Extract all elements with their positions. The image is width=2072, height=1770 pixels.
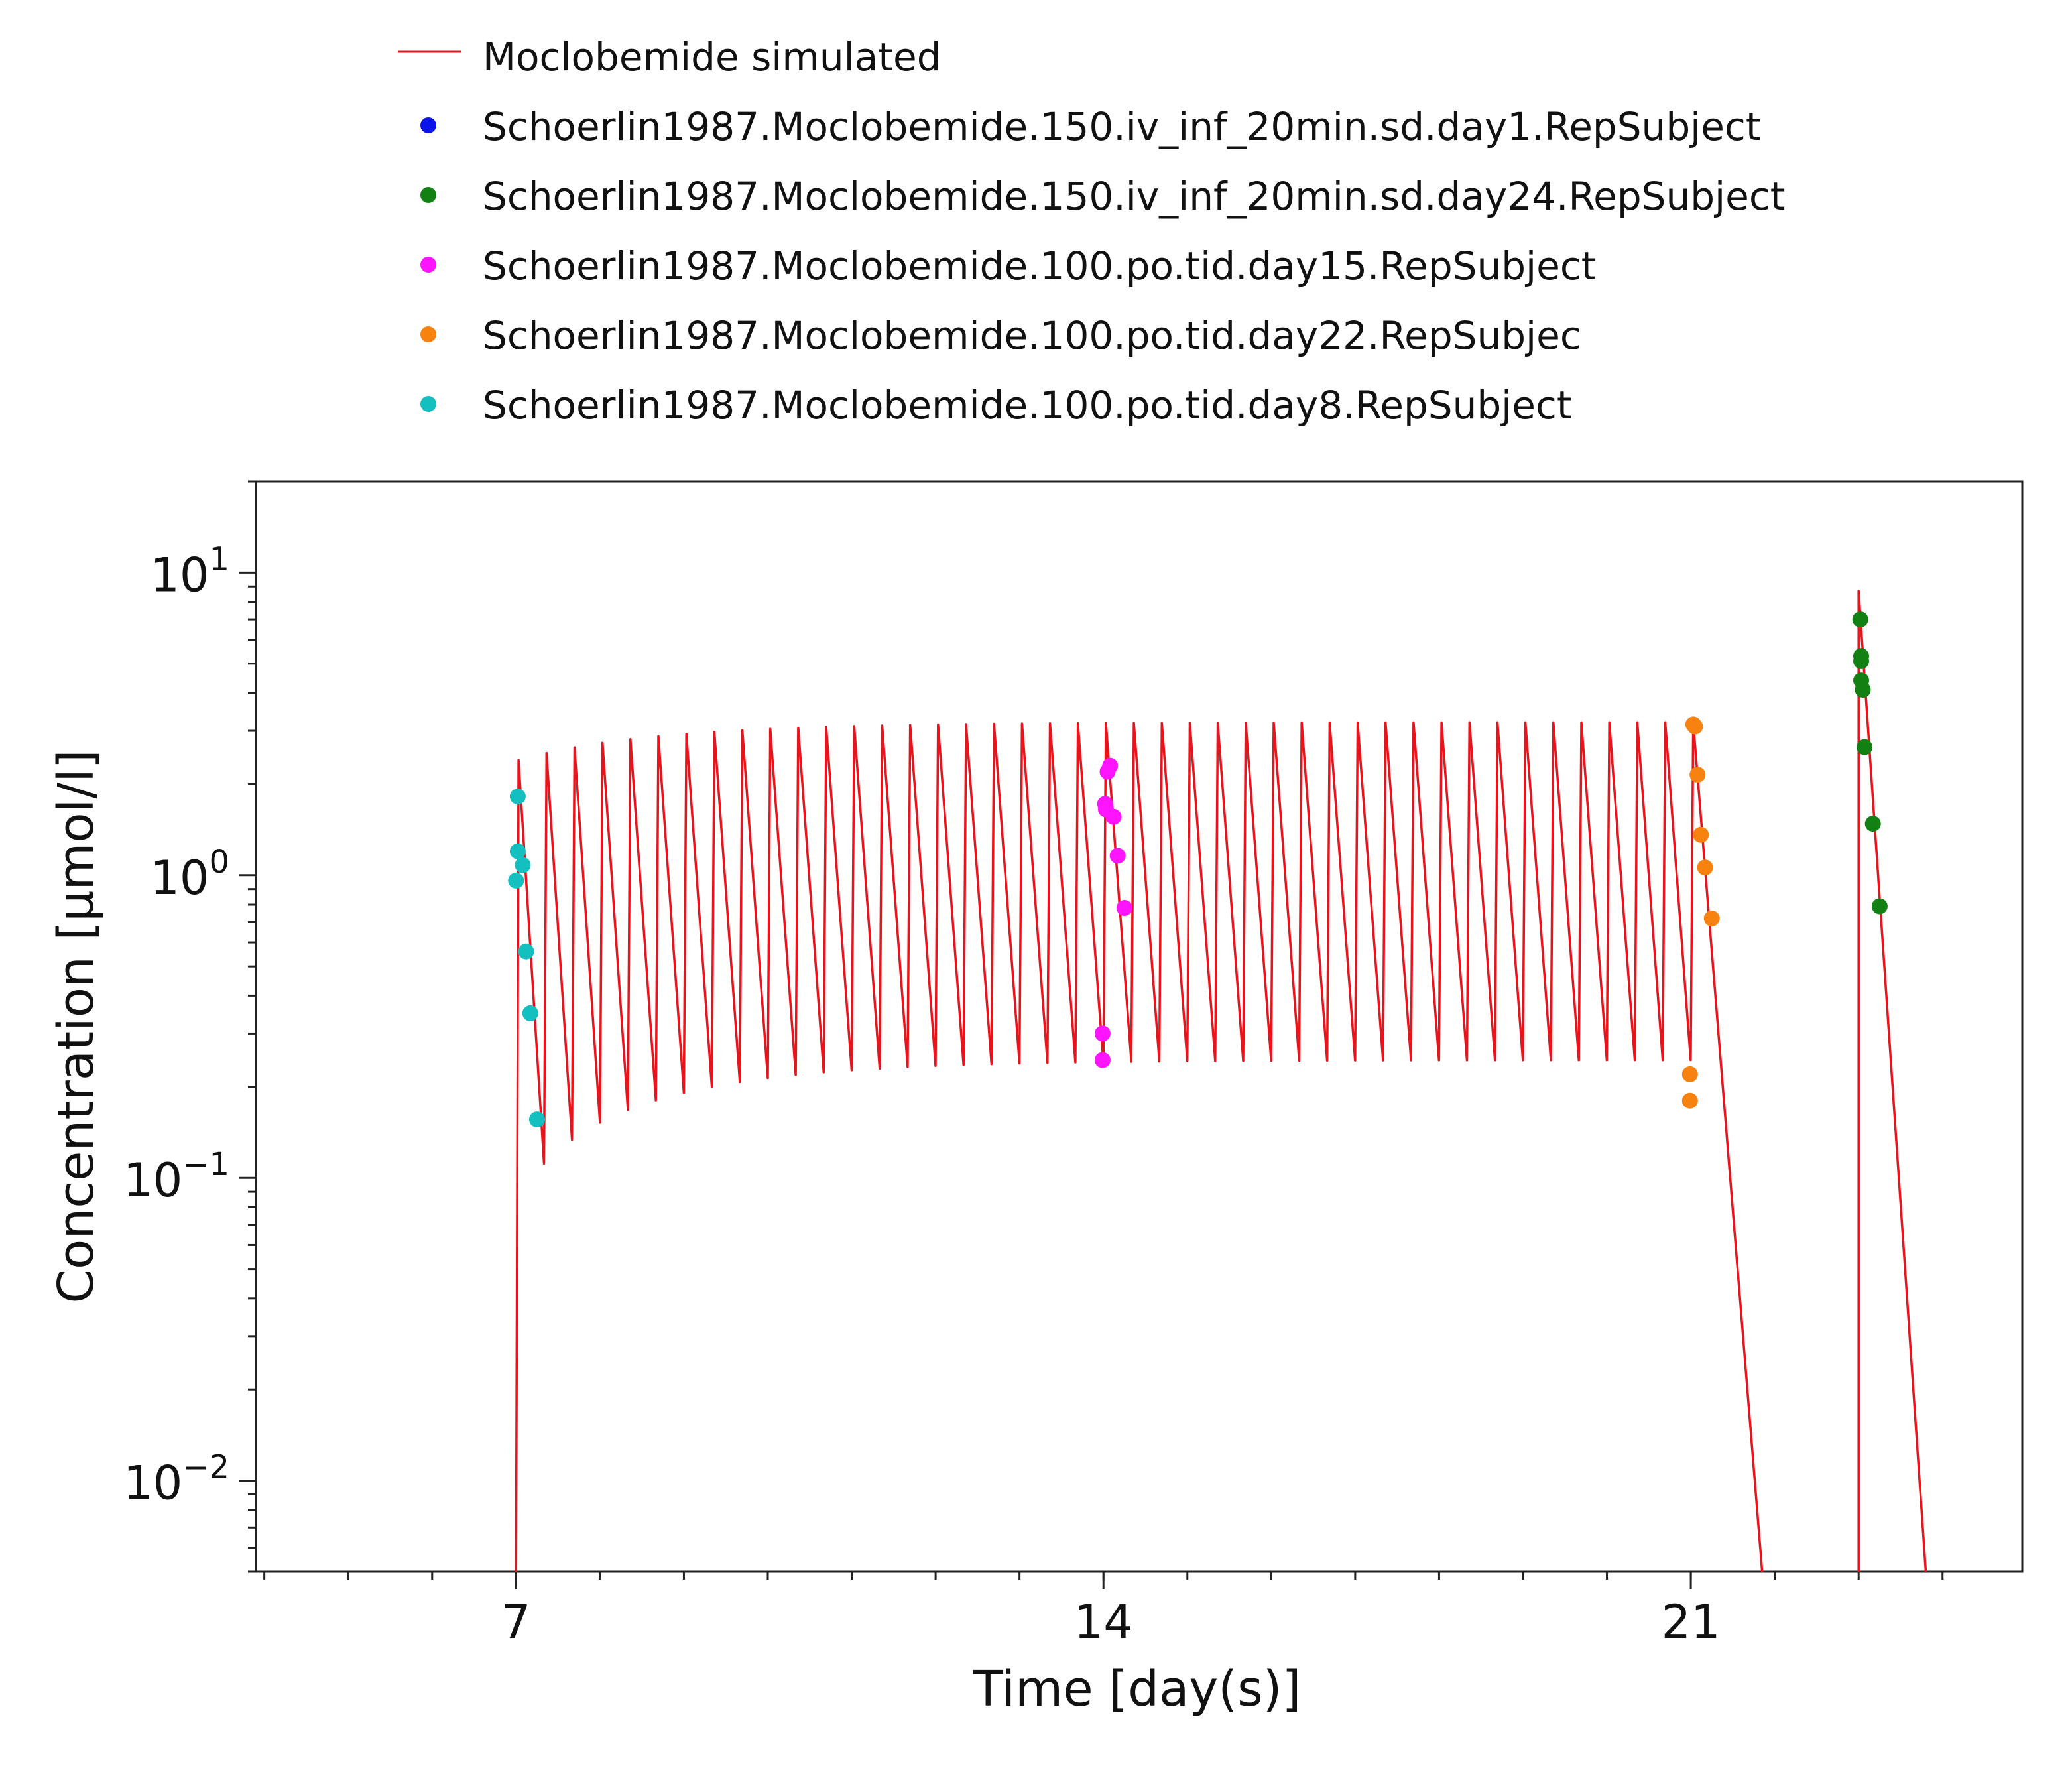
data-point (1855, 682, 1871, 698)
data-point (508, 872, 524, 889)
legend-entry-label: Schoerlin1987.Moclobemide.100.po.tid.day… (483, 313, 1581, 358)
y-tick-label: 10−2 (123, 1449, 229, 1511)
data-point (1693, 826, 1709, 843)
data-point (1102, 757, 1119, 774)
x-axis-title: Time [day(s)] (973, 1661, 1302, 1718)
simulated-layer (515, 590, 1927, 1572)
legend-marker-swatch (420, 326, 436, 342)
y-tick-label: 10−1 (123, 1146, 229, 1208)
data-point (1864, 816, 1881, 832)
legend-marker-swatch (420, 396, 436, 412)
data-point (1094, 1052, 1111, 1068)
data-point (1857, 739, 1873, 755)
legend-entry-label: Schoerlin1987.Moclobemide.100.po.tid.day… (483, 243, 1596, 288)
observed-points-layer (508, 611, 1888, 1128)
data-point (1105, 808, 1122, 825)
y-tick-label: 100 (150, 844, 229, 905)
x-tick-label: 21 (1662, 1595, 1721, 1649)
x-tick-label: 7 (501, 1595, 531, 1649)
data-point (509, 789, 526, 805)
y-axis: 10−2 10−1 100 101 (123, 480, 256, 1573)
legend-marker-swatch (420, 117, 436, 133)
data-point (509, 843, 526, 859)
x-axis: 7 14 21 (263, 1572, 1944, 1649)
simulated-oral-line (515, 721, 1764, 1572)
legend-marker-swatch (420, 187, 436, 203)
data-point (1687, 718, 1703, 735)
data-point (1681, 1066, 1698, 1082)
data-point (1094, 1025, 1111, 1042)
legend-entry-label: Moclobemide simulated (483, 34, 942, 80)
data-point (529, 1111, 545, 1128)
data-point (1871, 898, 1888, 915)
plot-frame (255, 480, 2024, 1573)
legend-entry-label: Schoerlin1987.Moclobemide.150.iv_inf_20m… (483, 174, 1785, 219)
y-axis-title: Concentration [µmol/l] (48, 749, 105, 1303)
data-point (518, 943, 534, 960)
data-point (1681, 1092, 1698, 1109)
data-point (1703, 910, 1720, 926)
data-point (522, 1005, 538, 1021)
data-point (1109, 848, 1126, 864)
simulated-iv-line (1857, 590, 1927, 1572)
data-point (1689, 767, 1706, 783)
legend-entry-label: Schoerlin1987.Moclobemide.150.iv_inf_20m… (483, 104, 1761, 149)
data-point (515, 857, 531, 873)
x-tick-label: 14 (1074, 1595, 1133, 1649)
data-point (1852, 611, 1868, 628)
data-point (1116, 900, 1132, 916)
y-tick-label: 101 (150, 540, 229, 602)
legend-entry-label: Schoerlin1987.Moclobemide.100.po.tid.day… (483, 383, 1572, 428)
data-point (1853, 653, 1869, 669)
legend-marker-swatch (420, 257, 436, 273)
data-point (1697, 859, 1713, 876)
legend: Moclobemide simulated Schoerlin1987.Moclo… (398, 34, 1785, 428)
